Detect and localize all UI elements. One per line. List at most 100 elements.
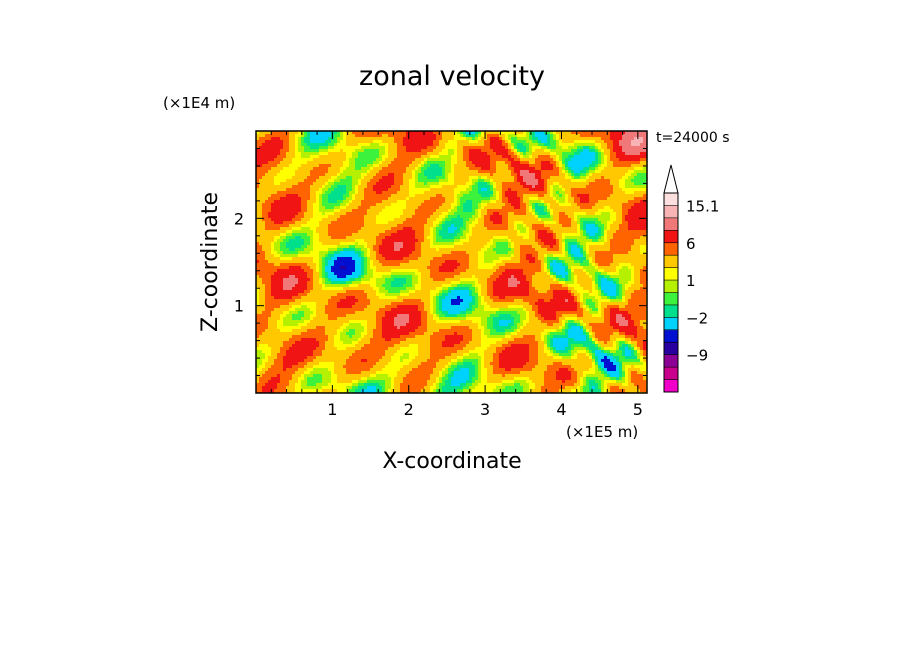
field-cell (472, 164, 476, 168)
field-cell (289, 137, 293, 141)
field-cell (352, 131, 356, 135)
field-cell (475, 173, 479, 177)
field-cell (613, 137, 617, 141)
field-cell (274, 143, 278, 147)
field-cell (370, 155, 374, 159)
field-cell (307, 143, 311, 147)
field-cell (466, 167, 470, 171)
field-cell (589, 134, 593, 138)
field-cell (577, 158, 581, 162)
field-cell (544, 155, 548, 159)
field-cell (358, 131, 362, 135)
field-cell (631, 161, 635, 165)
field-cell (379, 170, 383, 174)
field-cell (421, 149, 425, 153)
field-cell (349, 167, 353, 171)
field-cell (361, 170, 365, 174)
field-cell (313, 140, 317, 144)
field-cell (469, 152, 473, 156)
field-cell (640, 131, 644, 135)
field-cell (541, 149, 545, 153)
field-cell (574, 134, 578, 138)
field-cell (481, 143, 485, 147)
field-cell (280, 146, 284, 150)
field-cell (484, 182, 488, 186)
field-cell (388, 179, 392, 183)
field-cell (637, 134, 641, 138)
field-cell (262, 176, 266, 180)
field-cell (436, 131, 440, 135)
field-cell (478, 182, 482, 186)
field-cell (283, 176, 287, 180)
field-cell (562, 134, 566, 138)
field-cell (589, 137, 593, 141)
field-cell (532, 152, 536, 156)
field-cell (592, 149, 596, 153)
field-cell (454, 146, 458, 150)
field-cell (493, 173, 497, 177)
field-cell (286, 161, 290, 165)
field-cell (550, 176, 554, 180)
field-cell (331, 155, 335, 159)
field-cell (286, 140, 290, 144)
field-cell (301, 179, 305, 183)
field-cell (559, 146, 563, 150)
field-cell (490, 143, 494, 147)
field-cell (328, 161, 332, 165)
field-cell (616, 182, 620, 186)
field-cell (538, 161, 542, 165)
field-cell (514, 140, 518, 144)
field-cell (550, 152, 554, 156)
field-cell (448, 170, 452, 174)
field-cell (598, 155, 602, 159)
field-cell (298, 170, 302, 174)
field-cell (334, 164, 338, 168)
field-cell (373, 143, 377, 147)
field-cell (316, 167, 320, 171)
field-cell (370, 149, 374, 153)
field-cell (367, 152, 371, 156)
field-cell (361, 185, 365, 189)
field-cell (352, 149, 356, 153)
field-cell (532, 167, 536, 171)
field-cell (391, 131, 395, 135)
field-cell (472, 167, 476, 171)
field-cell (610, 131, 614, 135)
field-cell (295, 176, 299, 180)
field-cell (511, 173, 515, 177)
field-cell (610, 155, 614, 159)
field-cell (604, 164, 608, 168)
field-cell (409, 167, 413, 171)
field-cell (262, 149, 266, 153)
field-cell (577, 137, 581, 141)
field-cell (373, 131, 377, 135)
field-cell (595, 131, 599, 135)
field-cell (601, 176, 605, 180)
field-cell (475, 131, 479, 135)
field-cell (505, 137, 509, 141)
field-cell (382, 161, 386, 165)
field-cell (484, 140, 488, 144)
field-cell (394, 158, 398, 162)
field-cell (511, 182, 515, 186)
field-cell (568, 146, 572, 150)
field-cell (520, 137, 524, 141)
field-cell (640, 167, 644, 171)
field-cell (412, 176, 416, 180)
field-cell (424, 170, 428, 174)
field-cell (553, 161, 557, 165)
field-cell (454, 161, 458, 165)
field-cell (409, 173, 413, 177)
field-cell (415, 143, 419, 147)
field-cell (460, 137, 464, 141)
field-cell (340, 140, 344, 144)
field-cell (643, 167, 647, 171)
field-cell (478, 131, 482, 135)
field-cell (400, 170, 404, 174)
field-cell (613, 161, 617, 165)
field-cell (301, 143, 305, 147)
field-cell (595, 146, 599, 150)
field-cell (319, 140, 323, 144)
field-cell (565, 179, 569, 183)
field-cell (574, 167, 578, 171)
